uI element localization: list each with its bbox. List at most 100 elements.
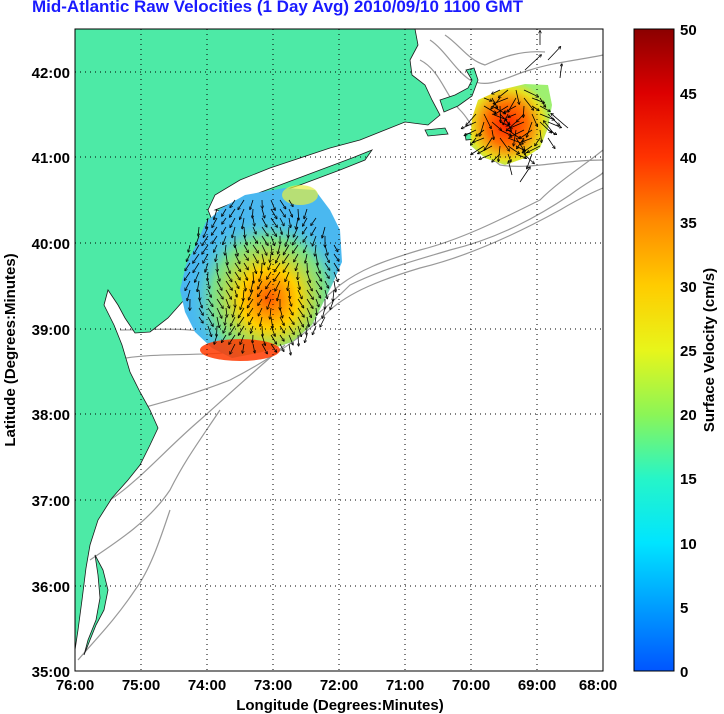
- colorbar-tick: 30: [680, 279, 697, 296]
- velocity-arrow: [187, 253, 191, 261]
- velocity-arrow: [296, 262, 299, 270]
- velocity-arrow: [324, 280, 329, 288]
- velocity-arrow: [185, 280, 191, 290]
- velocity-arrow: [217, 325, 218, 336]
- velocity-arrow: [494, 97, 509, 104]
- velocity-arrow: [315, 289, 321, 298]
- velocity-arrow: [248, 298, 254, 308]
- velocity-arrow: [274, 262, 281, 272]
- velocity-arrow: [322, 226, 326, 238]
- velocity-arrow: [315, 271, 322, 281]
- velocity-arrow: [185, 262, 191, 271]
- velocity-arrow: [268, 262, 272, 270]
- velocity-arrow: [216, 280, 222, 290]
- velocity-arrow: [288, 307, 293, 315]
- velocity-arrow: [547, 113, 559, 125]
- colorbar: 50 45 40 35 30 25 20 15 10 5 0 Surface V…: [633, 22, 718, 681]
- velocity-arrow: [324, 271, 329, 278]
- velocity-arrow: [288, 343, 291, 355]
- velocity-arrow: [261, 235, 268, 245]
- velocity-arrow: [234, 244, 238, 256]
- velocity-arrow: [333, 271, 338, 281]
- velocity-arrow: [233, 307, 236, 317]
- velocity-arrow: [303, 235, 308, 242]
- y-axis-ticks: 42:00 41:00 40:00 39:00 38:00 37:00 36:0…: [32, 65, 70, 681]
- velocity-arrow: [303, 217, 308, 226]
- velocity-arrow: [225, 271, 232, 281]
- velocity-arrow: [495, 105, 509, 114]
- velocity-arrow: [270, 316, 273, 328]
- colorbar-gradient: [633, 28, 675, 672]
- velocity-arrow: [240, 334, 245, 344]
- velocity-arrow: [315, 262, 320, 273]
- velocity-arrow: [252, 226, 256, 234]
- velocity-arrow: [266, 289, 272, 299]
- velocity-arrow: [215, 253, 217, 261]
- x-tick-label: 76:00: [56, 677, 94, 694]
- velocity-arrow: [222, 217, 227, 224]
- velocity-arrow: [207, 289, 211, 297]
- velocity-arrow: [196, 235, 200, 245]
- velocity-arrow: [491, 121, 501, 130]
- velocity-arrow: [270, 307, 271, 319]
- colorbar-tick: 20: [680, 407, 697, 424]
- velocity-arrow: [250, 199, 254, 209]
- velocity-arrow: [519, 167, 530, 183]
- map-area: [75, 29, 603, 671]
- velocity-arrow: [252, 208, 253, 218]
- velocity-arrow: [304, 208, 308, 218]
- velocity-arrow: [315, 253, 318, 265]
- velocity-arrow: [288, 217, 291, 227]
- velocity-arrow: [306, 271, 310, 282]
- velocity-arrow: [476, 129, 485, 136]
- velocity-arrow: [253, 334, 254, 343]
- velocity-arrow: [279, 343, 284, 351]
- velocity-arrow: [294, 253, 299, 262]
- velocity-arrow: [284, 244, 290, 255]
- velocity-arrow: [307, 325, 308, 335]
- velocity-arrow: [527, 145, 541, 152]
- velocity-arrow: [539, 105, 550, 111]
- velocity-arrow: [243, 262, 248, 270]
- velocity-arrow: [305, 334, 308, 342]
- velocity-arrow: [258, 298, 263, 305]
- velocity-arrow: [539, 97, 545, 107]
- velocity-arrow: [270, 199, 275, 210]
- velocity-arrow: [270, 334, 276, 344]
- velocity-arrow: [230, 208, 236, 217]
- velocity-arrow: [270, 217, 277, 227]
- velocity-arrow: [185, 271, 191, 280]
- velocity-arrow: [234, 262, 241, 271]
- velocity-arrow: [195, 271, 200, 282]
- velocity-arrow: [324, 253, 329, 262]
- velocity-arrow: [261, 334, 265, 345]
- velocity-arrow: [270, 226, 276, 236]
- velocity-arrow: [193, 253, 200, 263]
- velocity-arrow: [333, 244, 338, 251]
- y-tick-label: 36:00: [32, 579, 70, 596]
- velocity-arrow: [212, 235, 218, 243]
- velocity-arrow: [270, 325, 275, 336]
- velocity-arrow: [559, 64, 562, 79]
- velocity-arrow: [524, 55, 541, 71]
- colorbar-tick: 50: [680, 22, 697, 39]
- velocity-arrow: [270, 343, 276, 352]
- x-tick-label: 73:00: [254, 677, 292, 694]
- velocity-arrow: [207, 307, 213, 316]
- velocity-arrow: [303, 226, 308, 234]
- velocity-arrow: [288, 325, 294, 334]
- colorbar-tick: 40: [680, 150, 697, 167]
- velocity-arrow: [230, 199, 236, 207]
- velocity-arrow: [198, 298, 202, 308]
- velocity-arrow: [297, 307, 304, 317]
- velocity-arrow: [226, 253, 228, 264]
- velocity-arrow: [523, 153, 534, 163]
- x-tick-label: 68:00: [579, 677, 617, 694]
- velocity-arrow: [277, 289, 281, 301]
- colorbar-tick: 10: [680, 536, 697, 553]
- velocity-arrow: [262, 262, 263, 273]
- velocity-arrow: [315, 280, 322, 289]
- velocity-arrow: [270, 208, 277, 218]
- velocity-arrow: [199, 289, 200, 300]
